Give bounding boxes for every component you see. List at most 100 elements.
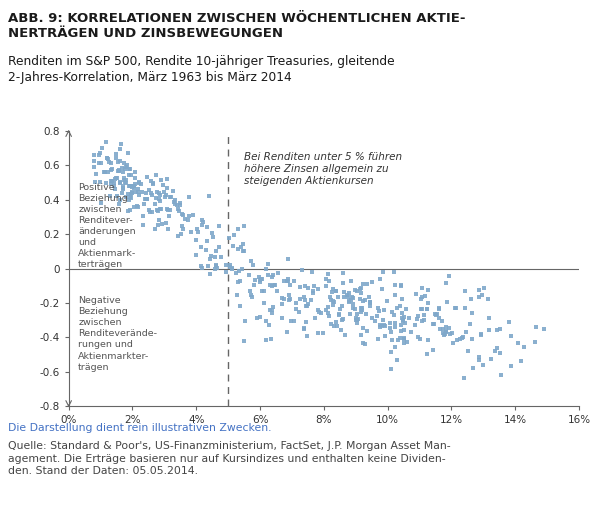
Point bbox=[99, 168, 109, 176]
Point bbox=[266, 335, 276, 343]
Point bbox=[116, 178, 125, 186]
Point bbox=[257, 287, 267, 296]
Point bbox=[365, 298, 374, 306]
Point bbox=[367, 278, 377, 287]
Point bbox=[163, 205, 173, 214]
Point bbox=[278, 314, 287, 322]
Point bbox=[158, 181, 168, 189]
Point bbox=[123, 189, 133, 198]
Point bbox=[101, 138, 111, 146]
Point bbox=[438, 329, 448, 337]
Point bbox=[390, 280, 400, 289]
Point bbox=[374, 304, 383, 312]
Point bbox=[399, 339, 409, 347]
Point bbox=[364, 293, 374, 301]
Point bbox=[492, 344, 501, 353]
Point bbox=[321, 281, 331, 290]
Point bbox=[349, 294, 358, 302]
Point bbox=[286, 317, 296, 325]
Point bbox=[120, 178, 130, 186]
Point bbox=[297, 266, 306, 274]
Point bbox=[142, 194, 152, 203]
Point bbox=[387, 308, 397, 316]
Point bbox=[259, 287, 269, 296]
Point bbox=[155, 216, 164, 224]
Point bbox=[402, 338, 411, 346]
Point bbox=[124, 170, 134, 179]
Point bbox=[321, 275, 331, 283]
Point bbox=[300, 325, 309, 333]
Point bbox=[458, 333, 468, 342]
Point bbox=[198, 217, 207, 226]
Point bbox=[96, 178, 105, 187]
Point bbox=[490, 347, 499, 356]
Point bbox=[467, 335, 477, 344]
Point bbox=[141, 189, 150, 198]
Point bbox=[152, 188, 162, 196]
Point bbox=[233, 278, 243, 287]
Point bbox=[468, 364, 478, 373]
Point bbox=[144, 206, 154, 214]
Point bbox=[390, 291, 399, 300]
Point bbox=[141, 194, 151, 203]
Point bbox=[238, 247, 248, 256]
Point bbox=[480, 285, 490, 293]
Point bbox=[102, 154, 112, 162]
Point bbox=[97, 199, 106, 208]
Point bbox=[201, 246, 210, 254]
Point bbox=[203, 261, 213, 270]
Point bbox=[221, 268, 230, 277]
Point bbox=[263, 271, 273, 279]
Point bbox=[127, 182, 137, 191]
Point bbox=[438, 325, 448, 333]
Point bbox=[441, 327, 451, 335]
Point bbox=[420, 292, 429, 300]
Point bbox=[127, 171, 136, 179]
Point bbox=[91, 170, 101, 179]
Point bbox=[110, 185, 120, 194]
Point bbox=[337, 316, 346, 324]
Point bbox=[348, 303, 358, 312]
Point bbox=[423, 299, 432, 308]
Point bbox=[424, 335, 433, 344]
Point bbox=[362, 280, 372, 288]
Point bbox=[126, 194, 136, 202]
Point bbox=[335, 304, 344, 313]
Point bbox=[152, 193, 161, 202]
Point bbox=[294, 308, 304, 316]
Point bbox=[134, 178, 144, 187]
Point bbox=[165, 205, 174, 214]
Point bbox=[438, 317, 447, 325]
Point bbox=[396, 320, 406, 329]
Text: Die Darstellung dient rein illustrativen Zwecken.: Die Darstellung dient rein illustrativen… bbox=[8, 423, 271, 433]
Point bbox=[321, 306, 331, 314]
Point bbox=[118, 164, 127, 172]
Point bbox=[367, 314, 377, 322]
Point bbox=[380, 322, 390, 330]
Point bbox=[118, 182, 128, 191]
Point bbox=[516, 357, 526, 365]
Point bbox=[273, 269, 283, 277]
Point bbox=[339, 293, 349, 302]
Point bbox=[119, 174, 129, 182]
Point bbox=[330, 321, 339, 330]
Point bbox=[444, 271, 454, 280]
Point bbox=[358, 280, 368, 289]
Point bbox=[269, 280, 279, 289]
Point bbox=[159, 188, 169, 196]
Point bbox=[128, 189, 137, 198]
Point bbox=[125, 182, 135, 190]
Point bbox=[130, 168, 139, 177]
Point bbox=[204, 192, 214, 200]
Point bbox=[377, 322, 386, 330]
Point bbox=[379, 321, 389, 330]
Point bbox=[325, 293, 335, 301]
Point bbox=[165, 192, 174, 201]
Point bbox=[357, 306, 367, 314]
Point bbox=[333, 292, 343, 301]
Point bbox=[232, 290, 242, 299]
Point bbox=[306, 296, 316, 304]
Point bbox=[156, 205, 166, 213]
Text: Bei Renditen unter 5 % führen
höhere Zinsen allgemein zu
steigenden Aktienkursen: Bei Renditen unter 5 % führen höhere Zin… bbox=[244, 151, 402, 187]
Point bbox=[496, 349, 505, 357]
